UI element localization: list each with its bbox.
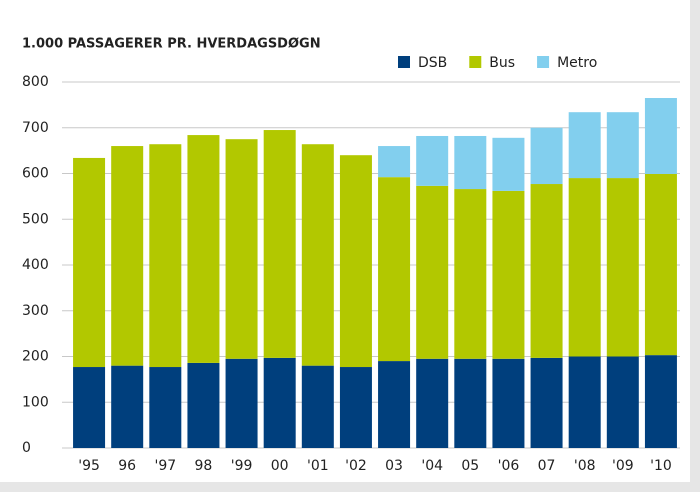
bar-segment (339, 155, 372, 368)
x-tick-label: '04 (421, 458, 443, 474)
bar-segment (606, 178, 639, 357)
bar-segment (378, 177, 411, 362)
x-tick-label: '97 (154, 458, 176, 474)
bar-segment (416, 358, 449, 448)
y-tick-label: 700 (22, 120, 49, 136)
x-tick-label: '10 (650, 458, 672, 474)
bar-segment (111, 146, 144, 366)
legend-label: Bus (489, 55, 515, 71)
x-tick-label: '99 (231, 458, 253, 474)
x-tick-label: 07 (538, 458, 556, 474)
y-tick-label: 800 (22, 74, 49, 90)
bar-segment (149, 367, 182, 448)
legend-swatch (469, 56, 482, 68)
bar-segment (187, 362, 220, 448)
bar-segment (454, 189, 487, 359)
y-tick-label: 0 (22, 440, 31, 456)
bar-segment (568, 178, 601, 357)
x-tick-label: '95 (78, 458, 100, 474)
x-tick-label: 96 (118, 458, 136, 474)
bar-segment (301, 144, 334, 366)
x-tick-label: '08 (574, 458, 596, 474)
x-tick-label: 05 (461, 458, 479, 474)
bar-segment (644, 173, 677, 356)
bar-segment (644, 98, 677, 174)
bar-segment (225, 139, 258, 359)
bar-segment (187, 135, 220, 363)
bar-segment (378, 361, 411, 448)
bar-segment (263, 357, 296, 448)
bar-segment (111, 365, 144, 448)
x-tick-label: 98 (195, 458, 213, 474)
bar-segment (454, 358, 487, 448)
bar-segment (530, 184, 563, 358)
legend-swatch (398, 56, 410, 68)
bar-segment (149, 144, 182, 368)
bar-segment (492, 137, 525, 191)
bar-segment (301, 365, 334, 448)
x-tick-label: '09 (612, 458, 634, 474)
bar-segment (568, 112, 601, 179)
y-tick-label: 400 (22, 257, 49, 273)
bar-segment (73, 367, 106, 448)
legend-swatch (537, 56, 550, 68)
bar-segment (416, 185, 449, 359)
x-tick-label: '01 (307, 458, 329, 474)
bar-segment (530, 357, 563, 448)
y-tick-label: 100 (22, 394, 49, 410)
y-tick-label: 200 (22, 349, 49, 365)
x-tick-label: '02 (345, 458, 367, 474)
bar-segment (225, 358, 258, 448)
bar-segment (568, 356, 601, 448)
bar-segment (73, 157, 106, 368)
bar-segment (606, 356, 639, 448)
bar-segment (492, 358, 525, 448)
x-tick-label: 03 (385, 458, 403, 474)
x-tick-label: 00 (271, 458, 289, 474)
bar-segment (606, 112, 639, 179)
y-tick-label: 600 (22, 166, 49, 182)
chart-title: 1.000 PASSAGERER PR. HVERDAGSDØGN (22, 37, 321, 52)
bar-segment (339, 367, 372, 448)
legend-label: DSB (418, 55, 447, 71)
bar-segment (263, 130, 296, 358)
bar-segment (644, 355, 677, 448)
bar-segment (378, 146, 411, 178)
bar-segment (454, 135, 487, 190)
bar-segment (416, 135, 449, 186)
y-tick-label: 500 (22, 211, 49, 227)
bar-segment (530, 127, 563, 185)
bar-segment (492, 190, 525, 359)
legend-label: Metro (557, 55, 597, 71)
x-tick-label: '06 (498, 458, 520, 474)
y-tick-label: 300 (22, 303, 49, 319)
